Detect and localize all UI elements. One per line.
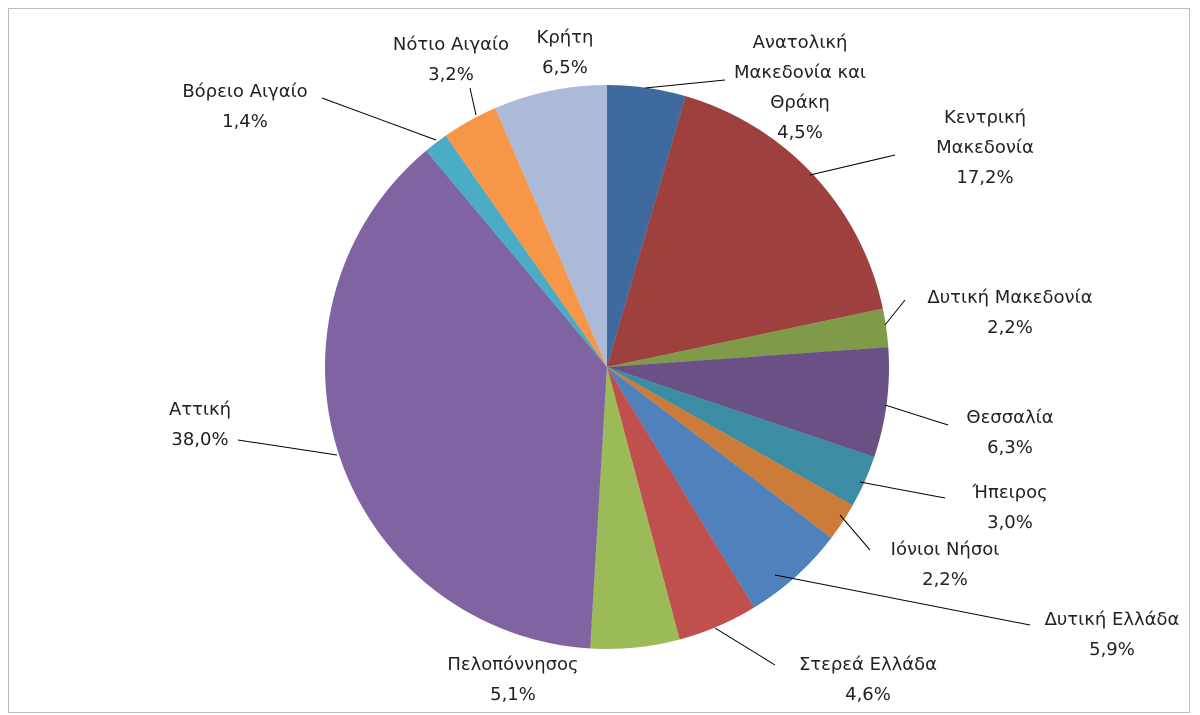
slice-label: Κεντρική Μακεδονία 17,2% (920, 103, 1050, 193)
value-label: 3,2% (428, 64, 474, 85)
leader-line (809, 154, 896, 176)
leader-line (884, 404, 949, 426)
value-label: 4,5% (777, 122, 823, 143)
pie-slice (325, 150, 607, 649)
chart-frame (8, 8, 1190, 713)
category-label: Βόρειο Αιγαίο (182, 81, 308, 102)
value-label: 6,3% (987, 437, 1033, 458)
category-label: Ιόνιοι Νήσοι (890, 539, 1000, 560)
value-label: 38,0% (171, 429, 229, 450)
pie-slice (607, 367, 853, 538)
pie-slice (590, 367, 680, 649)
value-label: 4,6% (845, 684, 891, 705)
leader-line (714, 627, 776, 666)
slice-label: Αττική 38,0% (130, 395, 270, 455)
slice-label: Νότιο Αιγαίο 3,2% (366, 30, 536, 90)
pie-slice (607, 96, 883, 368)
slice-label: Ήπειρος 3,0% (945, 478, 1075, 538)
slice-label: Πελοπόννησος 5,1% (418, 650, 608, 710)
leader-line (237, 439, 338, 456)
value-label: 2,2% (922, 569, 968, 590)
slice-label: Θεσσαλία 6,3% (945, 403, 1075, 463)
pie-slice (607, 347, 889, 457)
pie-slice (607, 367, 755, 640)
category-label: Αττική (168, 399, 232, 420)
value-label: 5,1% (490, 684, 536, 705)
leader-line (321, 97, 437, 141)
slice-label: Κρήτη 6,5% (505, 23, 625, 83)
leader-line (774, 574, 1031, 626)
leader-line (839, 514, 871, 551)
pie-slice (495, 85, 607, 367)
slice-label: Δυτική Ελλάδα 5,9% (1027, 605, 1197, 665)
value-label: 2,2% (987, 317, 1033, 338)
slice-label: Στερεά Ελλάδα 4,6% (783, 650, 953, 710)
category-label: Νότιο Αιγαίο (392, 34, 510, 55)
pie-slice (607, 308, 889, 367)
category-label: Ανατολική Μακεδονία και Θράκη (733, 32, 867, 113)
category-label: Κρήτη (536, 27, 594, 48)
category-label: Στερεά Ελλάδα (798, 654, 938, 675)
value-label: 5,9% (1089, 639, 1135, 660)
pie-slice (607, 85, 686, 367)
category-label: Θεσσαλία (966, 407, 1054, 428)
category-label: Δυτική Μακεδονία (927, 287, 1093, 308)
leader-line (469, 87, 477, 116)
pie-slice (445, 108, 607, 367)
pie-slice (607, 367, 875, 506)
value-label: 6,5% (542, 57, 588, 78)
value-label: 17,2% (956, 167, 1014, 188)
slice-label: Ανατολική Μακεδονία και Θράκη 4,5% (725, 28, 875, 148)
category-label: Δυτική Ελλάδα (1044, 609, 1180, 630)
slice-label: Βόρειο Αιγαίο 1,4% (160, 77, 330, 137)
leader-line (884, 299, 906, 326)
slice-label: Δυτική Μακεδονία 2,2% (895, 283, 1125, 343)
category-label: Πελοπόννησος (447, 654, 579, 675)
leader-line (644, 79, 726, 89)
pie-slice (426, 135, 607, 367)
category-label: Κεντρική Μακεδονία (936, 107, 1034, 158)
slice-label: Ιόνιοι Νήσοι 2,2% (865, 535, 1025, 595)
category-label: Ήπειρος (972, 482, 1048, 503)
value-label: 1,4% (222, 111, 268, 132)
value-label: 3,0% (987, 512, 1033, 533)
leader-line (859, 481, 946, 499)
pie-slice (607, 367, 832, 608)
